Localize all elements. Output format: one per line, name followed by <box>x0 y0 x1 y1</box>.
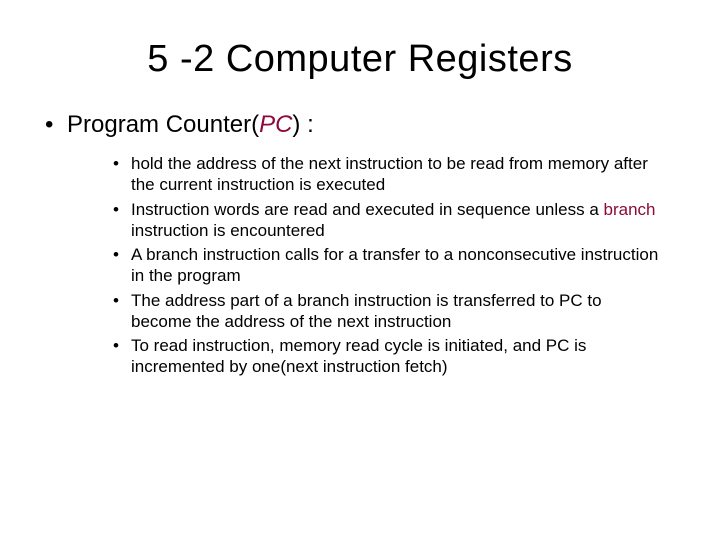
bullet-4-text: To read instruction, memory read cycle i… <box>131 336 586 376</box>
bullet-1-accent-branch: branch <box>604 200 656 219</box>
bullet-1-post: instruction is encountered <box>131 221 325 240</box>
level1-accent-pc: PC <box>259 111 292 138</box>
bullet-3-text: The address part of a branch instruction… <box>131 291 602 331</box>
bullet-3: The address part of a branch instruction… <box>113 290 660 333</box>
bullet-1-pre: Instruction words are read and executed … <box>131 200 604 219</box>
level1-item-program-counter: Program Counter(PC) : hold the address o… <box>45 111 660 378</box>
bullet-1: Instruction words are read and executed … <box>113 199 660 242</box>
bullet-0: hold the address of the next instruction… <box>113 153 660 196</box>
level1-list: Program Counter(PC) : hold the address o… <box>45 111 660 378</box>
bullet-2: A branch instruction calls for a transfe… <box>113 244 660 287</box>
level1-suffix: ) : <box>292 111 313 138</box>
level1-prefix: Program Counter( <box>67 111 259 138</box>
bullet-0-text: hold the address of the next instruction… <box>131 154 648 194</box>
level2-list: hold the address of the next instruction… <box>113 153 660 378</box>
slide-title: 5 -2 Computer Registers <box>60 38 660 81</box>
bullet-2-text: A branch instruction calls for a transfe… <box>131 245 658 285</box>
slide: 5 -2 Computer Registers Program Counter(… <box>0 0 720 540</box>
bullet-4: To read instruction, memory read cycle i… <box>113 335 660 378</box>
